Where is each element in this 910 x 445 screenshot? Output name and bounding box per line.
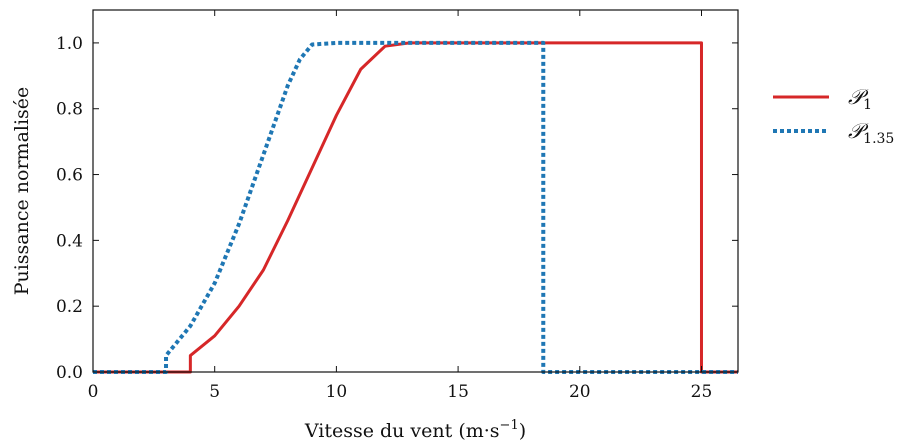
y-tick-label: 0.0 [56, 363, 83, 383]
x-tick-label: 15 [447, 382, 469, 402]
plot-frame [93, 10, 738, 372]
x-axis: 0 5 10 15 20 25 [88, 10, 713, 402]
y-tick-label: 1.0 [56, 34, 83, 54]
series-line-1 [93, 43, 738, 372]
y-tick-label: 0.6 [56, 166, 83, 186]
legend-label-1: 𝒫1 [848, 85, 872, 113]
x-axis-label-close: ) [519, 420, 526, 442]
x-axis-label-main: Vitesse du vent (m·s [304, 420, 500, 442]
legend-label-2: 𝒫1.35 [848, 119, 894, 147]
x-axis-label-exponent: −1 [500, 418, 519, 433]
x-tick-label: 10 [326, 382, 348, 402]
x-tick-label: 5 [209, 382, 220, 402]
y-axis-label: Puissance normalisée [11, 87, 33, 296]
y-tick-label: 0.2 [56, 297, 83, 317]
series-layer [93, 43, 738, 372]
x-tick-label: 25 [691, 382, 713, 402]
series-line-2 [93, 43, 738, 372]
legend: 𝒫1 𝒫1.35 [773, 85, 894, 147]
x-tick-label: 20 [569, 382, 591, 402]
x-tick-label: 0 [88, 382, 99, 402]
y-tick-label: 0.8 [56, 100, 83, 120]
y-tick-label: 0.4 [56, 231, 83, 251]
x-axis-label: Vitesse du vent (m·s−1) [304, 418, 526, 442]
y-axis: 0.0 0.2 0.4 0.6 0.8 1.0 [56, 34, 738, 383]
